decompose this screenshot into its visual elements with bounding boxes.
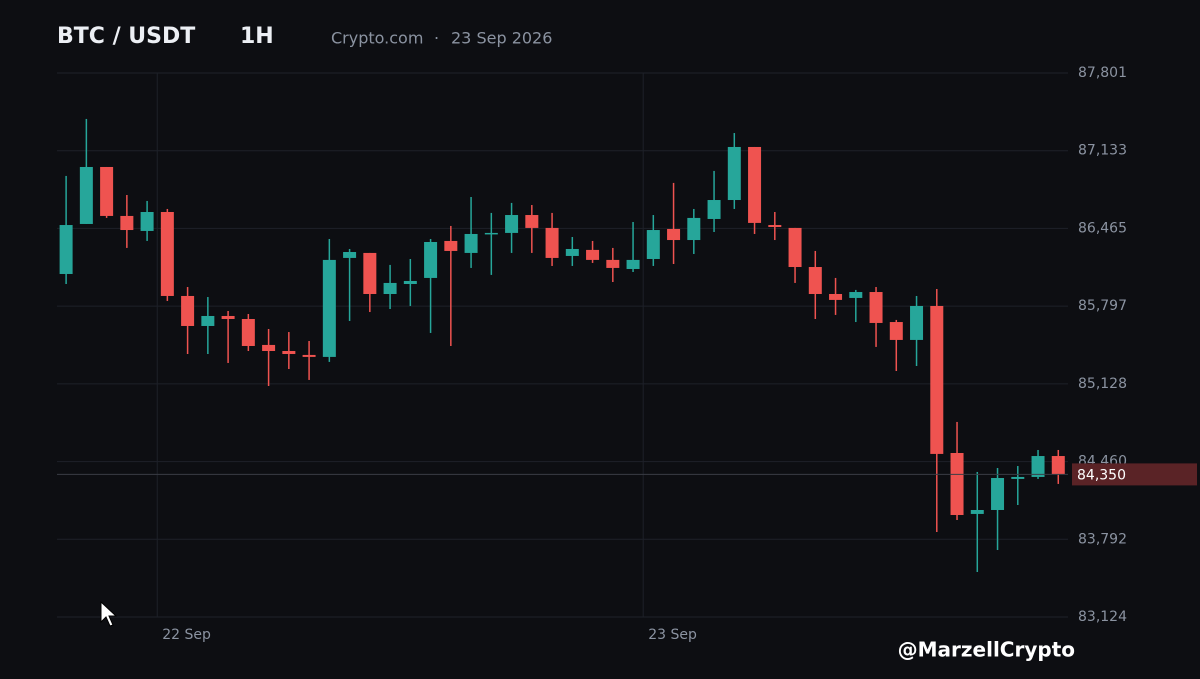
candle-body (1011, 476, 1025, 479)
candle-body (586, 249, 600, 260)
candle-body (181, 295, 195, 326)
candle-body (889, 322, 903, 340)
candle-body (282, 350, 296, 355)
candle-body (707, 200, 721, 219)
candle-body (727, 146, 741, 201)
candle-body (1031, 456, 1045, 477)
candle-body (829, 293, 843, 300)
candle-body (991, 478, 1005, 510)
candle-body (930, 305, 944, 454)
watermark: @MarzellCrypto (898, 638, 1075, 662)
candle-body (140, 211, 154, 231)
candle-body (444, 240, 458, 251)
x-tick-label: 22 Sep (162, 627, 211, 643)
interval: 1H (240, 24, 274, 49)
y-tick-label: 83,792 (1078, 531, 1127, 547)
candle-body (79, 166, 93, 224)
candle-body (403, 280, 417, 284)
candle-body (201, 315, 215, 326)
y-tick-label: 86,465 (1078, 220, 1127, 236)
candle-body (302, 354, 316, 357)
separator: · (434, 29, 439, 48)
last-price-box (1072, 463, 1197, 486)
candle-body (241, 319, 255, 346)
candle-body (120, 215, 134, 231)
candle-body (687, 217, 701, 241)
candle-body (59, 225, 73, 274)
candle-body (667, 228, 681, 241)
candle-body (525, 215, 539, 228)
candle-body (910, 305, 924, 340)
candle-body (545, 227, 559, 258)
candle-body (950, 452, 964, 515)
last-price-label: 84,350 (1077, 467, 1126, 483)
candle-body (849, 292, 863, 298)
candle-body (363, 252, 377, 294)
candle-body (322, 259, 336, 357)
source: Crypto.com (331, 29, 423, 48)
candle-body (748, 146, 762, 223)
candle-body (768, 225, 782, 227)
candle-body (160, 211, 174, 296)
x-tick-label: 23 Sep (648, 627, 697, 643)
candle-body (424, 242, 438, 278)
cursor (100, 600, 118, 627)
candles (57, 118, 1068, 572)
candle-body (464, 233, 478, 253)
candle-body (383, 282, 397, 294)
axis-labels: 83,12483,79284,46085,12885,79786,46587,1… (162, 65, 1197, 643)
candle-body (221, 315, 235, 320)
y-tick-label: 87,133 (1078, 143, 1127, 159)
candle-body (484, 232, 498, 235)
candle-body (869, 292, 883, 323)
chart-title: BTC / USDT (57, 24, 195, 49)
candle-body (788, 227, 802, 268)
candle-body (1051, 456, 1065, 475)
candle-body (262, 344, 276, 351)
candle-body (970, 509, 984, 514)
candle-body (626, 259, 640, 269)
y-tick-label: 85,797 (1078, 298, 1127, 314)
y-tick-label: 87,801 (1078, 65, 1127, 81)
grid (57, 72, 1068, 618)
candle-body (100, 166, 114, 216)
y-tick-label: 85,128 (1078, 376, 1127, 392)
candle-body (565, 248, 579, 256)
candle-body (505, 215, 519, 233)
candle-body (343, 252, 357, 258)
y-tick-label: 83,124 (1078, 609, 1127, 625)
date: 23 Sep 2026 (451, 29, 552, 48)
candle-body (606, 259, 620, 268)
candle-body (646, 230, 660, 259)
candle-body (808, 267, 822, 294)
